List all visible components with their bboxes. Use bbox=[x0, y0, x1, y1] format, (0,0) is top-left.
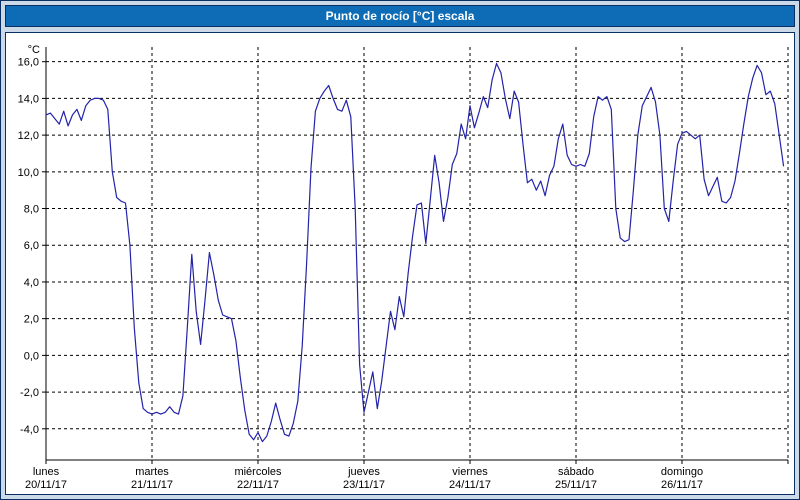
y-tick-label: 0,0 bbox=[24, 350, 39, 362]
y-tick-label: 16,0 bbox=[18, 57, 39, 69]
x-date-label: 21/11/17 bbox=[131, 479, 173, 491]
y-tick-label: 8,0 bbox=[24, 204, 39, 216]
y-tick-label: -4,0 bbox=[20, 424, 39, 436]
x-date-label: 20/11/17 bbox=[25, 479, 67, 491]
window-title: Punto de rocío [°C] escala bbox=[325, 9, 475, 23]
y-tick-label: 10,0 bbox=[18, 167, 39, 179]
dewpoint-chart: 16,0 14,0 12,0 10,0 8,0 6,0 4,0 2,0 0,0 -2,0 -4,0 l… bbox=[18, 44, 789, 491]
x-day-label: sábado bbox=[558, 466, 594, 478]
x-day-label: miércoles bbox=[234, 466, 282, 478]
x-date-label: 25/11/17 bbox=[555, 479, 597, 491]
y-tick-label: 4,0 bbox=[24, 277, 39, 289]
x-day-label: lunes bbox=[33, 466, 60, 478]
y-tick-label: 14,0 bbox=[18, 93, 39, 105]
y-tick-label: 6,0 bbox=[24, 240, 39, 252]
x-day-label: martes bbox=[135, 466, 169, 478]
x-date-label: 22/11/17 bbox=[237, 479, 279, 491]
x-day-label: domingo bbox=[661, 466, 703, 478]
x-date-label: 26/11/17 bbox=[661, 479, 703, 491]
y-tick-label: 12,0 bbox=[18, 130, 39, 142]
x-day-label: viernes bbox=[452, 466, 488, 478]
y-tick-label: 2,0 bbox=[24, 314, 39, 326]
y-tick-label: -2,0 bbox=[20, 387, 39, 399]
y-unit-label: °C bbox=[28, 44, 40, 56]
dewpoint-line bbox=[45, 62, 785, 443]
title-bar: Punto de rocío [°C] escala bbox=[5, 5, 795, 27]
x-date-label: 24/11/17 bbox=[449, 479, 491, 491]
chart-panel: 16,0 14,0 12,0 10,0 8,0 6,0 4,0 2,0 0,0 -2,0 -4,0 l… bbox=[5, 32, 795, 495]
x-date-label: 23/11/17 bbox=[343, 479, 385, 491]
x-day-label: jueves bbox=[347, 466, 380, 478]
